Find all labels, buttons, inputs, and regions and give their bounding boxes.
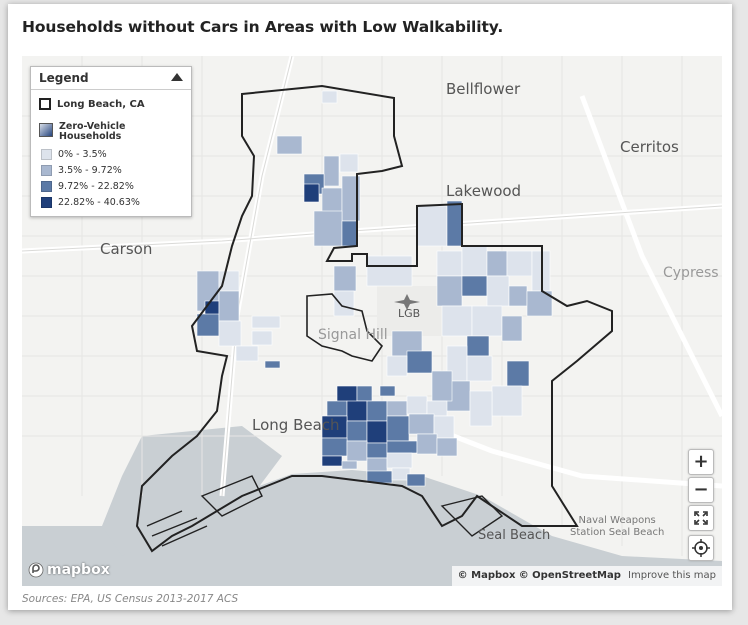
naval-label-1: Naval Weapons xyxy=(578,515,656,526)
place-cypress: Cypress xyxy=(663,265,719,281)
sources-note: Sources: EPA, US Census 2013-2017 ACS xyxy=(22,593,239,605)
crosshair-icon xyxy=(692,539,710,557)
airport-area xyxy=(377,286,447,336)
mapbox-logo-text: mapbox xyxy=(47,562,110,578)
bin-label: 3.5% - 9.72% xyxy=(58,164,122,176)
boundary-label: Long Beach, CA xyxy=(57,98,145,110)
legend: Legend Long Beach, CA Zero-Vehicle House… xyxy=(30,66,192,217)
legend-bin-1: 3.5% - 9.72% xyxy=(39,162,183,178)
fullscreen-button[interactable] xyxy=(688,505,714,531)
geolocate-button[interactable] xyxy=(688,535,714,561)
place-signal-hill: Signal Hill xyxy=(318,327,388,343)
mapbox-mark-icon xyxy=(28,562,44,578)
place-naval-weapons: Naval Weapons Station Seal Beach xyxy=(570,515,664,539)
bin-label: 22.82% - 40.63% xyxy=(58,196,140,208)
legend-header[interactable]: Legend xyxy=(31,67,191,90)
boundary-swatch xyxy=(39,98,51,110)
map-canvas[interactable]: Bellflower Cerritos Lakewood Carson Cypr… xyxy=(22,56,722,586)
zero-vehicle-title: Zero-Vehicle Households xyxy=(39,122,183,142)
mapbox-logo[interactable]: mapbox xyxy=(28,562,110,578)
legend-bin-3: 22.82% - 40.63% xyxy=(39,194,183,210)
legend-bin-0: 0% - 3.5% xyxy=(39,146,183,162)
legend-bin-2: 9.72% - 22.82% xyxy=(39,178,183,194)
zero-vehicle-title-2: Households xyxy=(59,131,122,142)
zoom-out-button[interactable]: − xyxy=(688,477,714,503)
place-lakewood: Lakewood xyxy=(446,182,522,200)
tracts xyxy=(196,90,553,487)
airport-icon xyxy=(394,294,420,310)
zoom-in-button[interactable]: + xyxy=(688,449,714,475)
place-seal-beach: Seal Beach xyxy=(478,528,551,543)
legend-collapse-icon[interactable] xyxy=(171,73,183,81)
harbor-piers xyxy=(146,475,504,547)
long-beach-boundary xyxy=(135,84,613,553)
place-carson: Carson xyxy=(100,240,153,258)
zero-vehicle-title-1: Zero-Vehicle xyxy=(59,121,126,132)
map-card: Households without Cars in Areas with Lo… xyxy=(8,4,732,610)
signal-hill-boundary xyxy=(306,293,384,362)
legend-body: Long Beach, CA Zero-Vehicle Households 0… xyxy=(31,90,191,216)
ocean xyxy=(22,470,722,586)
place-lgb: LGB xyxy=(398,307,421,320)
attrib-osm[interactable]: © OpenStreetMap xyxy=(518,570,621,581)
attribution: © Mapbox © OpenStreetMap Improve this ma… xyxy=(451,566,722,586)
place-cerritos: Cerritos xyxy=(620,138,679,156)
attrib-mapbox[interactable]: © Mapbox xyxy=(457,570,516,581)
legend-title: Legend xyxy=(39,71,89,85)
legend-boundary-row: Long Beach, CA xyxy=(39,96,183,112)
chart-title: Households without Cars in Areas with Lo… xyxy=(22,18,504,36)
bin-swatch xyxy=(41,164,52,176)
bin-label: 9.72% - 22.82% xyxy=(58,180,134,192)
bin-swatch xyxy=(41,180,52,192)
fullscreen-icon xyxy=(694,511,708,525)
bin-swatch xyxy=(41,196,52,208)
bin-label: 0% - 3.5% xyxy=(58,148,107,160)
gradient-swatch-icon xyxy=(39,123,53,137)
plus-icon: + xyxy=(693,451,709,472)
minus-icon: − xyxy=(693,479,709,500)
place-bellflower: Bellflower xyxy=(446,80,521,98)
place-long-beach: Long Beach xyxy=(252,416,340,434)
bin-swatch xyxy=(41,148,52,160)
harbor-water xyxy=(102,426,282,556)
naval-label-2: Station Seal Beach xyxy=(570,527,665,538)
improve-map-link[interactable]: Improve this map xyxy=(628,570,716,581)
